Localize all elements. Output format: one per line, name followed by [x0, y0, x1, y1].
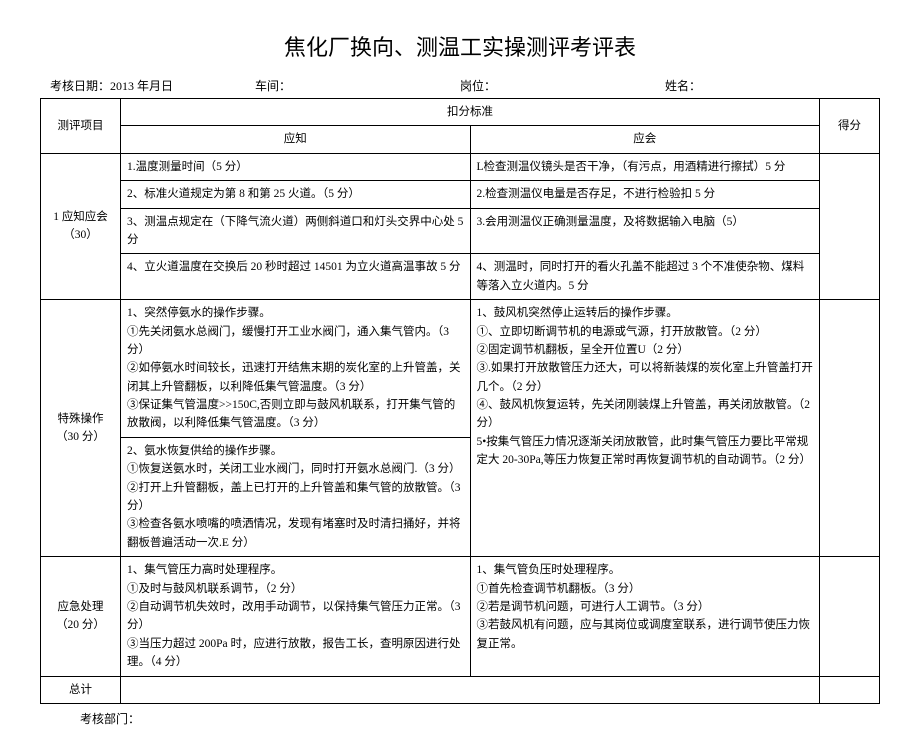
th-score: 得分: [820, 99, 880, 154]
total-label: 总计: [41, 676, 121, 703]
evaluation-table: 测评项目 扣分标准 得分 应知 应会 1 应知应会（30） 1.温度测量时间（5…: [40, 98, 880, 704]
post-label: 岗位：: [460, 77, 665, 94]
hui-cell: 1、集气管负压时处理程序。 ①首先检查调节机翻板。（3 分） ②若是调节机问题，…: [470, 557, 820, 676]
zhi-cell: 2、氨水恢复供给的操作步骤。 ①恢复送氨水时，关闭工业水阀门，同时打开氨水总阀门…: [121, 437, 471, 556]
zhi-cell: 4、立火道温度在交换后 20 秒时超过 14501 为立火道高温事故 5 分: [121, 254, 471, 300]
score-cell: [820, 300, 880, 557]
page-title: 焦化厂换向、测温工实操测评考评表: [40, 30, 880, 62]
item-cell: 特殊操作（30 分）: [41, 300, 121, 557]
hui-cell: 3.会用测温仪正确测量温度，及将数据输入电脑（5）: [470, 208, 820, 254]
hui-cell: 1、鼓风机突然停止运转后的操作步骤。 ①、立即切断调节机的电源或气源，打开放散管…: [470, 300, 820, 557]
zhi-cell: 3、测温点规定在（下降气流火道）两侧斜道口和灯头交界中心处 5 分: [121, 208, 471, 254]
hui-cell: L检查测温仪镜头是否干净，（有污点，用酒精进行擦拭）5 分: [470, 153, 820, 180]
zhi-cell: 2、标准火道规定为第 8 和第 25 火道。（5 分）: [121, 181, 471, 208]
th-yingzhi: 应知: [121, 126, 471, 153]
item-cell: 1 应知应会（30）: [41, 153, 121, 299]
score-cell: [820, 557, 880, 676]
zhi-cell: 1、突然停氨水的操作步骤。 ①先关闭氨水总阀门，缓慢打开工业水阀门，通入集气管内…: [121, 300, 471, 438]
th-item: 测评项目: [41, 99, 121, 154]
zhi-cell: 1、集气管压力高时处理程序。 ①及时与鼓风机联系调节，（2 分） ②自动调节机失…: [121, 557, 471, 676]
workshop-label: 车间：: [255, 77, 460, 94]
total-cell: [121, 676, 820, 703]
meta-row: 考核日期：2013 年月日 车间： 岗位： 姓名：: [40, 77, 880, 94]
date-label: 考核日期：: [50, 79, 110, 93]
name-label: 姓名：: [665, 77, 870, 94]
hui-cell: 2.检查测温仪电量是否存足，不进行检验扣 5 分: [470, 181, 820, 208]
footer-label: 考核部门：: [40, 710, 880, 727]
total-score: [820, 676, 880, 703]
th-standard: 扣分标准: [121, 99, 820, 126]
date-value: 2013 年月日: [110, 79, 173, 93]
score-cell: [820, 153, 880, 299]
item-cell: 应急处理（20 分）: [41, 557, 121, 676]
hui-cell: 4、测温时，同时打开的看火孔盖不能超过 3 个不准使杂物、煤料等落入立火道内。5…: [470, 254, 820, 300]
th-yinghui: 应会: [470, 126, 820, 153]
zhi-cell: 1.温度测量时间（5 分）: [121, 153, 471, 180]
